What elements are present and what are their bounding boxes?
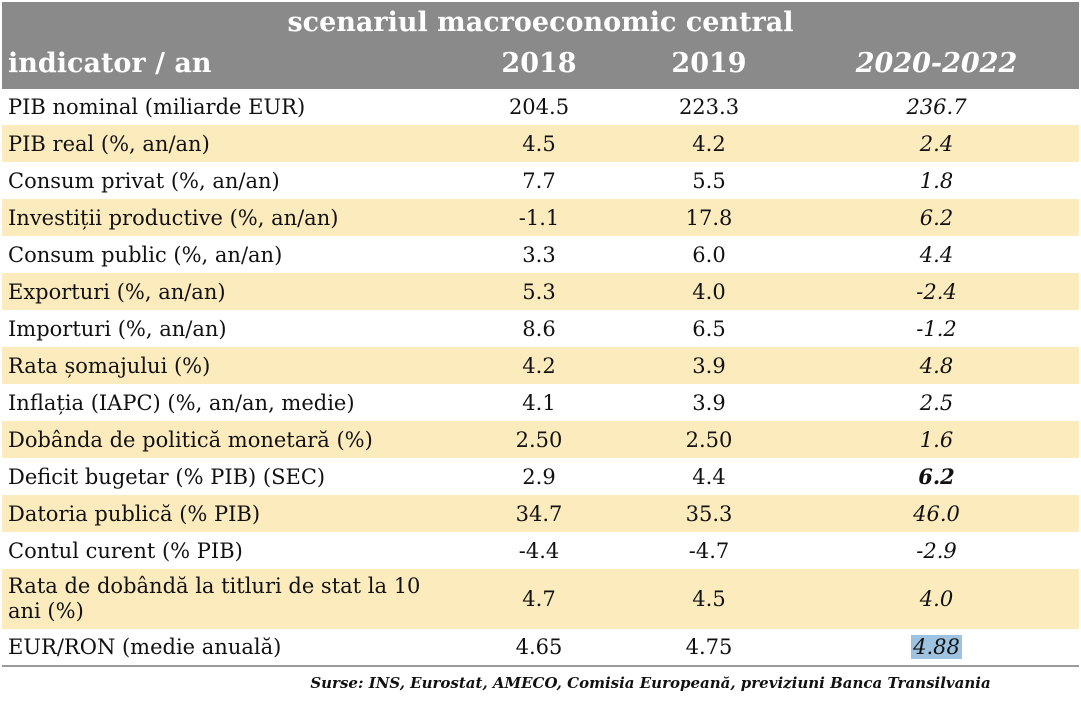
row-label: Deficit bugetar (% PIB) (SEC)	[8, 464, 326, 489]
table-row: Rata de dobândă la titluri de stat la 10…	[2, 569, 1079, 629]
table-row: Inflația (IAPC) (%, an/an, medie) 4.1 3.9 2…	[2, 384, 1079, 421]
cell-2019: 4.0	[692, 279, 726, 304]
row-label: Rata șomajului (%)	[8, 353, 211, 378]
macro-table: scenariul macroeconomic central indicato…	[2, 2, 1079, 665]
table-row: Deficit bugetar (% PIB) (SEC) 2.9 4.4 6.2	[2, 458, 1079, 495]
cell-2018: 204.5	[508, 95, 570, 119]
cell-2020-2022: 6.2	[919, 205, 954, 230]
header-row: indicator / an 2018 2019 2020-2022 (medi…	[2, 44, 1079, 119]
cell-2018: 5.3	[522, 279, 556, 304]
cell-2018: 4.5	[522, 131, 556, 156]
cell-2019: 4.5	[692, 587, 726, 611]
header-2019: 2019	[671, 48, 747, 79]
table-row: PIB nominal (miliarde EUR) 204.5 223.3 236.…	[2, 89, 1079, 125]
cell-2019: 3.9	[692, 390, 726, 415]
cell-2020-2022: 2.4	[919, 131, 954, 156]
cell-2020-2022: 46.0	[913, 501, 960, 526]
row-label: EUR/RON (medie anuală)	[8, 635, 282, 659]
header-2020-2022: 2020-2022 (medie)	[855, 48, 1018, 119]
cell-2018: -1.1	[518, 205, 560, 230]
row-label: Contul curent (% PIB)	[8, 538, 243, 563]
cell-2018: 4.1	[522, 390, 556, 415]
row-label: Consum privat (%, an/an)	[8, 168, 280, 193]
cell-2018: 4.65	[515, 635, 563, 659]
cell-2018: 4.7	[522, 587, 556, 611]
cell-2019: 4.4	[692, 464, 726, 489]
cell-2020-2022: 2.5	[919, 390, 954, 415]
cell-2018: 2.9	[522, 464, 556, 489]
cell-2019: 4.75	[685, 635, 733, 659]
row-label: Rata de dobândă la titluri de stat la 10…	[8, 574, 421, 623]
table-title: scenariul macroeconomic central	[2, 2, 1079, 44]
row-label: Importuri (%, an/an)	[8, 316, 227, 341]
cell-2019: 17.8	[685, 205, 733, 230]
cell-2020-2022: 236.7	[906, 95, 967, 119]
table-row: Consum public (%, an/an) 3.3 6.0 4.4	[2, 236, 1079, 273]
cell-2018: 7.7	[522, 168, 556, 193]
table-bottom-border	[2, 665, 1079, 667]
cell-2020-2022: 1.8	[919, 168, 954, 193]
row-label: PIB nominal (miliarde EUR)	[8, 95, 306, 119]
cell-2019: 3.9	[692, 353, 726, 378]
cell-2020-2022: 4.8	[919, 353, 954, 378]
table-row: Datoria publică (% PIB) 34.7 35.3 46.0	[2, 495, 1079, 532]
cell-2020-2022: 1.6	[919, 427, 954, 452]
table-row: Importuri (%, an/an) 8.6 6.5 -1.2	[2, 310, 1079, 347]
cell-2020-2022: 4.88	[794, 635, 1079, 659]
cell-2020-2022: 6.2	[918, 464, 955, 489]
row-label: Inflația (IAPC) (%, an/an, medie)	[8, 390, 355, 415]
cell-2020-2022: 4.4	[919, 242, 954, 267]
table-row: Consum privat (%, an/an) 7.7 5.5 1.8	[2, 162, 1079, 199]
row-label: Investiții productive (%, an/an)	[8, 205, 339, 230]
table-body: PIB nominal (miliarde EUR) 204.5 223.3 236.…	[2, 89, 1079, 665]
source-note: Surse: INS, Eurostat, AMECO, Comisia Eur…	[310, 674, 991, 692]
table-row: EUR/RON (medie anuală) 4.65 4.75 4.88	[2, 629, 1079, 665]
table-row: Contul curent (% PIB) -4.4 -4.7 -2.9	[2, 532, 1079, 569]
cell-2018: 34.7	[515, 501, 563, 526]
cell-2019: 4.2	[692, 131, 726, 156]
cell-2020-2022: -1.2	[916, 316, 957, 341]
cell-2018: -4.4	[518, 538, 560, 563]
cell-2020-2022: -2.9	[916, 538, 957, 563]
highlighted-value: 4.88	[911, 635, 962, 659]
table-row: Investiții productive (%, an/an) -1.1 17.8…	[2, 199, 1079, 236]
cell-2019: 223.3	[678, 95, 740, 119]
row-label: Consum public (%, an/an)	[8, 242, 283, 267]
cell-2019: 5.5	[692, 168, 726, 193]
cell-2019: 6.5	[692, 316, 726, 341]
row-label: PIB real (%, an/an)	[8, 131, 210, 156]
cell-2020-2022: -2.4	[916, 279, 957, 304]
cell-2019: -4.7	[688, 538, 730, 563]
cell-2019: 6.0	[692, 242, 726, 267]
cell-2018: 8.6	[522, 316, 556, 341]
cell-2018: 2.50	[515, 427, 563, 452]
table-row: PIB real (%, an/an) 4.5 4.2 2.4	[2, 125, 1079, 162]
cell-2019: 2.50	[685, 427, 733, 452]
table-row: Rata șomajului (%) 4.2 3.9 4.8	[2, 347, 1079, 384]
row-label: Dobânda de politică monetară (%)	[8, 427, 373, 452]
table-row: Exporturi (%, an/an) 5.3 4.0 -2.4	[2, 273, 1079, 310]
row-label: Exporturi (%, an/an)	[8, 279, 226, 304]
cell-2020-2022: 4.0	[919, 587, 954, 611]
cell-2019: 35.3	[685, 501, 733, 526]
cell-2018: 4.2	[522, 353, 556, 378]
row-label: Datoria publică (% PIB)	[8, 501, 261, 526]
header-indicator: indicator / an	[8, 48, 212, 79]
cell-2018: 3.3	[522, 242, 556, 267]
table-row: Dobânda de politică monetară (%) 2.50 2.50…	[2, 421, 1079, 458]
header-2018: 2018	[501, 48, 577, 79]
